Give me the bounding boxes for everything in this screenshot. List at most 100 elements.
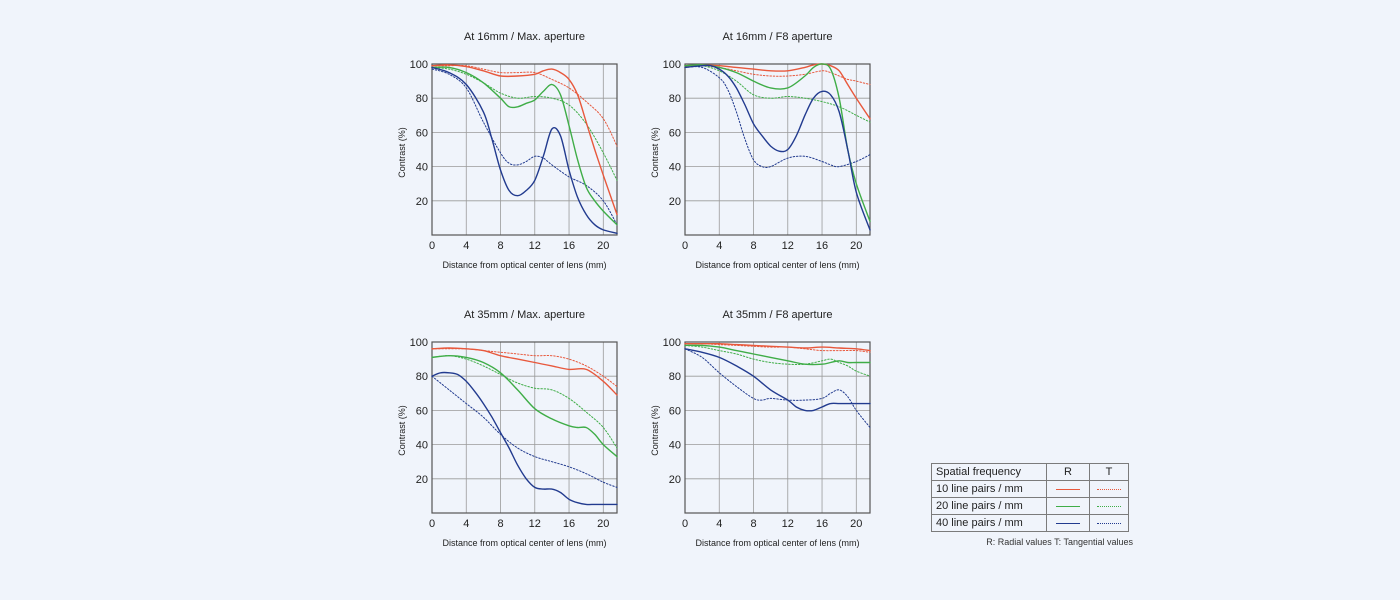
y-tick-label: 100 — [663, 337, 681, 349]
legend-row-40lp: 40 line pairs / mm — [931, 514, 1129, 532]
x-axis-label: Distance from optical center of lens (mm… — [695, 538, 859, 548]
x-tick-label: 16 — [816, 240, 828, 252]
series-20lp-tangential — [431, 355, 618, 449]
y-axis-label: Contrast (%) — [650, 405, 660, 456]
y-tick-label: 100 — [410, 59, 428, 71]
chart-title: At 35mm / F8 aperture — [722, 309, 832, 321]
y-tick-label: 60 — [416, 127, 428, 139]
y-tick-label: 80 — [669, 93, 681, 105]
y-axis-label: Contrast (%) — [397, 127, 407, 178]
chart-1: 0 4 8 12 16 20 20 40 60 80 100 At 16mm / Max. apert… — [397, 31, 618, 270]
plot-frame — [431, 341, 618, 514]
series-40lp-tangential — [684, 66, 871, 169]
series-40lp-radial — [431, 66, 618, 234]
x-tick-label: 12 — [782, 240, 794, 252]
legend-note: R: Radial values T: Tangential values — [986, 537, 1133, 547]
x-tick-label: 4 — [463, 518, 469, 530]
series-40lp-tangential — [431, 375, 618, 488]
y-tick-label: 80 — [416, 371, 428, 383]
x-tick-label: 20 — [850, 240, 862, 252]
series-40lp-radial — [684, 348, 871, 412]
y-tick-label: 60 — [416, 405, 428, 417]
chart-2: 0 4 8 12 16 20 20 40 60 80 100 At 16mm / F8 apertur… — [650, 31, 871, 270]
x-tick-label: 12 — [529, 518, 541, 530]
x-tick-label: 12 — [529, 240, 541, 252]
x-tick-label: 0 — [429, 518, 435, 530]
y-tick-label: 60 — [669, 405, 681, 417]
x-tick-label: 8 — [497, 240, 503, 252]
legend-swatch-40lp-radial — [1056, 522, 1080, 524]
legend-swatch-10lp-tangential — [1097, 488, 1121, 490]
x-tick-label: 20 — [597, 518, 609, 530]
x-tick-label: 16 — [563, 240, 575, 252]
y-tick-label: 40 — [416, 440, 428, 452]
y-tick-label: 40 — [416, 162, 428, 174]
x-tick-label: 20 — [850, 518, 862, 530]
x-tick-label: 16 — [563, 518, 575, 530]
legend-header-label: Spatial frequency — [931, 463, 1047, 481]
legend-header-radial: R — [1046, 463, 1090, 481]
y-axis-label: Contrast (%) — [650, 127, 660, 178]
series-10lp-radial — [684, 342, 871, 352]
legend-header-row: Spatial frequency R T — [931, 463, 1129, 481]
series-10lp-tangential — [431, 64, 618, 147]
y-tick-label: 100 — [410, 337, 428, 349]
legend-swatch-20lp-tangential — [1097, 505, 1121, 507]
series-20lp-radial — [684, 63, 871, 222]
legend-label-20lp: 20 line pairs / mm — [931, 497, 1047, 515]
plot-frame — [684, 341, 871, 514]
series-10lp-tangential — [431, 348, 618, 387]
x-tick-label: 8 — [750, 518, 756, 530]
series-40lp-tangential — [431, 68, 618, 226]
series-20lp-radial — [684, 344, 871, 366]
x-tick-label: 4 — [463, 240, 469, 252]
plot-frame — [431, 63, 618, 236]
x-tick-label: 0 — [682, 240, 688, 252]
x-tick-label: 8 — [750, 240, 756, 252]
series-20lp-tangential — [431, 66, 618, 181]
y-tick-label: 60 — [669, 127, 681, 139]
chart-title: At 16mm / F8 aperture — [722, 31, 832, 43]
y-tick-label: 20 — [416, 474, 428, 486]
x-tick-label: 16 — [816, 518, 828, 530]
legend-label-10lp: 10 line pairs / mm — [931, 480, 1047, 498]
x-axis-label: Distance from optical center of lens (mm… — [442, 538, 606, 548]
series-40lp-radial — [684, 64, 871, 231]
y-tick-label: 80 — [416, 93, 428, 105]
x-tick-label: 8 — [497, 518, 503, 530]
series-10lp-radial — [431, 64, 618, 216]
legend-label-40lp: 40 line pairs / mm — [931, 514, 1047, 532]
y-tick-label: 20 — [416, 196, 428, 208]
legend-swatch-10lp-radial — [1056, 488, 1080, 490]
series-10lp-radial — [431, 347, 618, 396]
x-tick-label: 0 — [682, 518, 688, 530]
y-tick-label: 80 — [669, 371, 681, 383]
x-tick-label: 12 — [782, 518, 794, 530]
chart-4: 0 4 8 12 16 20 20 40 60 80 100 At 35mm / F8 apertur… — [650, 309, 871, 548]
chart-3: 0 4 8 12 16 20 20 40 60 80 100 At 35mm / Max. apert… — [397, 309, 618, 548]
plot-frame — [684, 63, 871, 236]
x-axis-label: Distance from optical center of lens (mm… — [695, 260, 859, 270]
y-tick-label: 100 — [663, 59, 681, 71]
series-20lp-radial — [431, 66, 618, 226]
y-tick-label: 40 — [669, 162, 681, 174]
chart-title: At 35mm / Max. aperture — [464, 309, 585, 321]
series-10lp-radial — [684, 63, 871, 120]
series-20lp-tangential — [684, 344, 871, 377]
legend-swatch-40lp-tangential — [1097, 522, 1121, 524]
legend-swatch-20lp-radial — [1056, 505, 1080, 507]
y-tick-label: 20 — [669, 196, 681, 208]
legend-header-tangential: T — [1089, 463, 1129, 481]
legend-row-20lp: 20 line pairs / mm — [931, 497, 1129, 515]
x-axis-label: Distance from optical center of lens (mm… — [442, 260, 606, 270]
x-tick-label: 20 — [597, 240, 609, 252]
legend-row-10lp: 10 line pairs / mm — [931, 480, 1129, 498]
x-tick-label: 0 — [429, 240, 435, 252]
x-tick-label: 4 — [716, 240, 722, 252]
series-20lp-radial — [431, 355, 618, 458]
chart-title: At 16mm / Max. aperture — [464, 31, 585, 43]
y-tick-label: 40 — [669, 440, 681, 452]
y-axis-label: Contrast (%) — [397, 405, 407, 456]
y-tick-label: 20 — [669, 474, 681, 486]
